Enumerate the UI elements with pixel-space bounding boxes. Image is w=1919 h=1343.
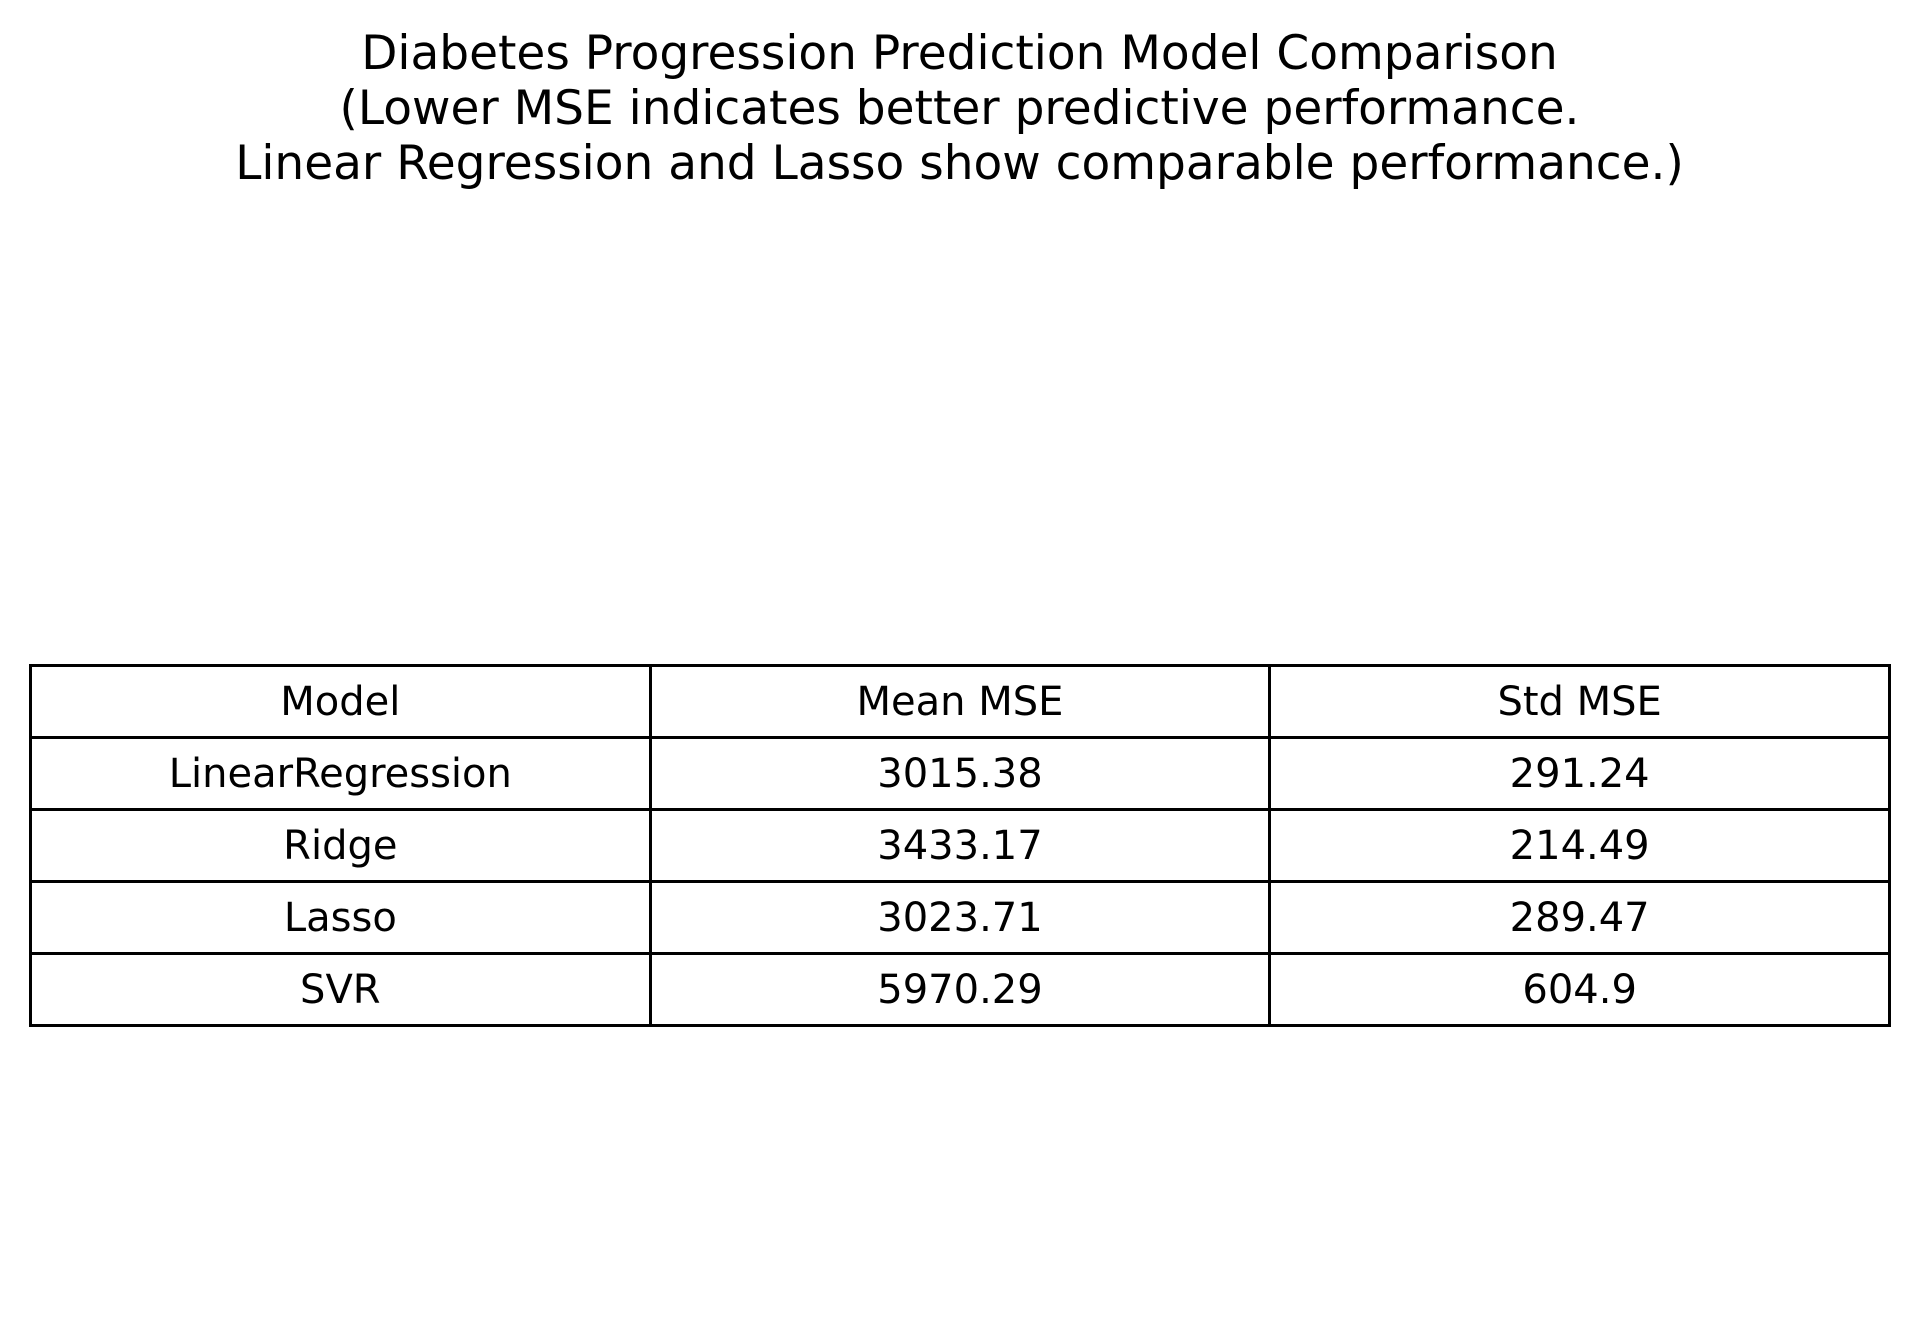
column-header-std-mse: Std MSE: [1268, 664, 1891, 739]
chart-subtitle-line: Linear Regression and Lasso show compara…: [235, 136, 1684, 191]
table-row: LinearRegression 3015.38 291.24: [29, 736, 1891, 811]
cell-mean-mse: 3023.71: [648, 880, 1272, 955]
cell-mean-mse: 5970.29: [648, 952, 1272, 1027]
chart-title: Diabetes Progression Prediction Model Co…: [0, 26, 1919, 191]
cell-std-mse: 291.24: [1268, 736, 1891, 811]
cell-mean-mse: 3433.17: [648, 808, 1272, 883]
cell-mean-mse: 3015.38: [648, 736, 1272, 811]
column-header-model: Model: [29, 664, 652, 739]
cell-std-mse: 214.49: [1268, 808, 1891, 883]
table-header-row: Model Mean MSE Std MSE: [29, 664, 1891, 739]
table-row: Lasso 3023.71 289.47: [29, 880, 1891, 955]
cell-model: SVR: [29, 952, 652, 1027]
table-row: Ridge 3433.17 214.49: [29, 808, 1891, 883]
chart-title-line: Diabetes Progression Prediction Model Co…: [361, 26, 1558, 81]
cell-std-mse: 604.9: [1268, 952, 1891, 1027]
table-row: SVR 5970.29 604.9: [29, 952, 1891, 1027]
chart-subtitle-line: (Lower MSE indicates better predictive p…: [339, 81, 1580, 136]
cell-model: LinearRegression: [29, 736, 652, 811]
results-table: Model Mean MSE Std MSE LinearRegression …: [29, 664, 1891, 1027]
cell-model: Ridge: [29, 808, 652, 883]
cell-std-mse: 289.47: [1268, 880, 1891, 955]
cell-model: Lasso: [29, 880, 652, 955]
column-header-mean-mse: Mean MSE: [648, 664, 1272, 739]
